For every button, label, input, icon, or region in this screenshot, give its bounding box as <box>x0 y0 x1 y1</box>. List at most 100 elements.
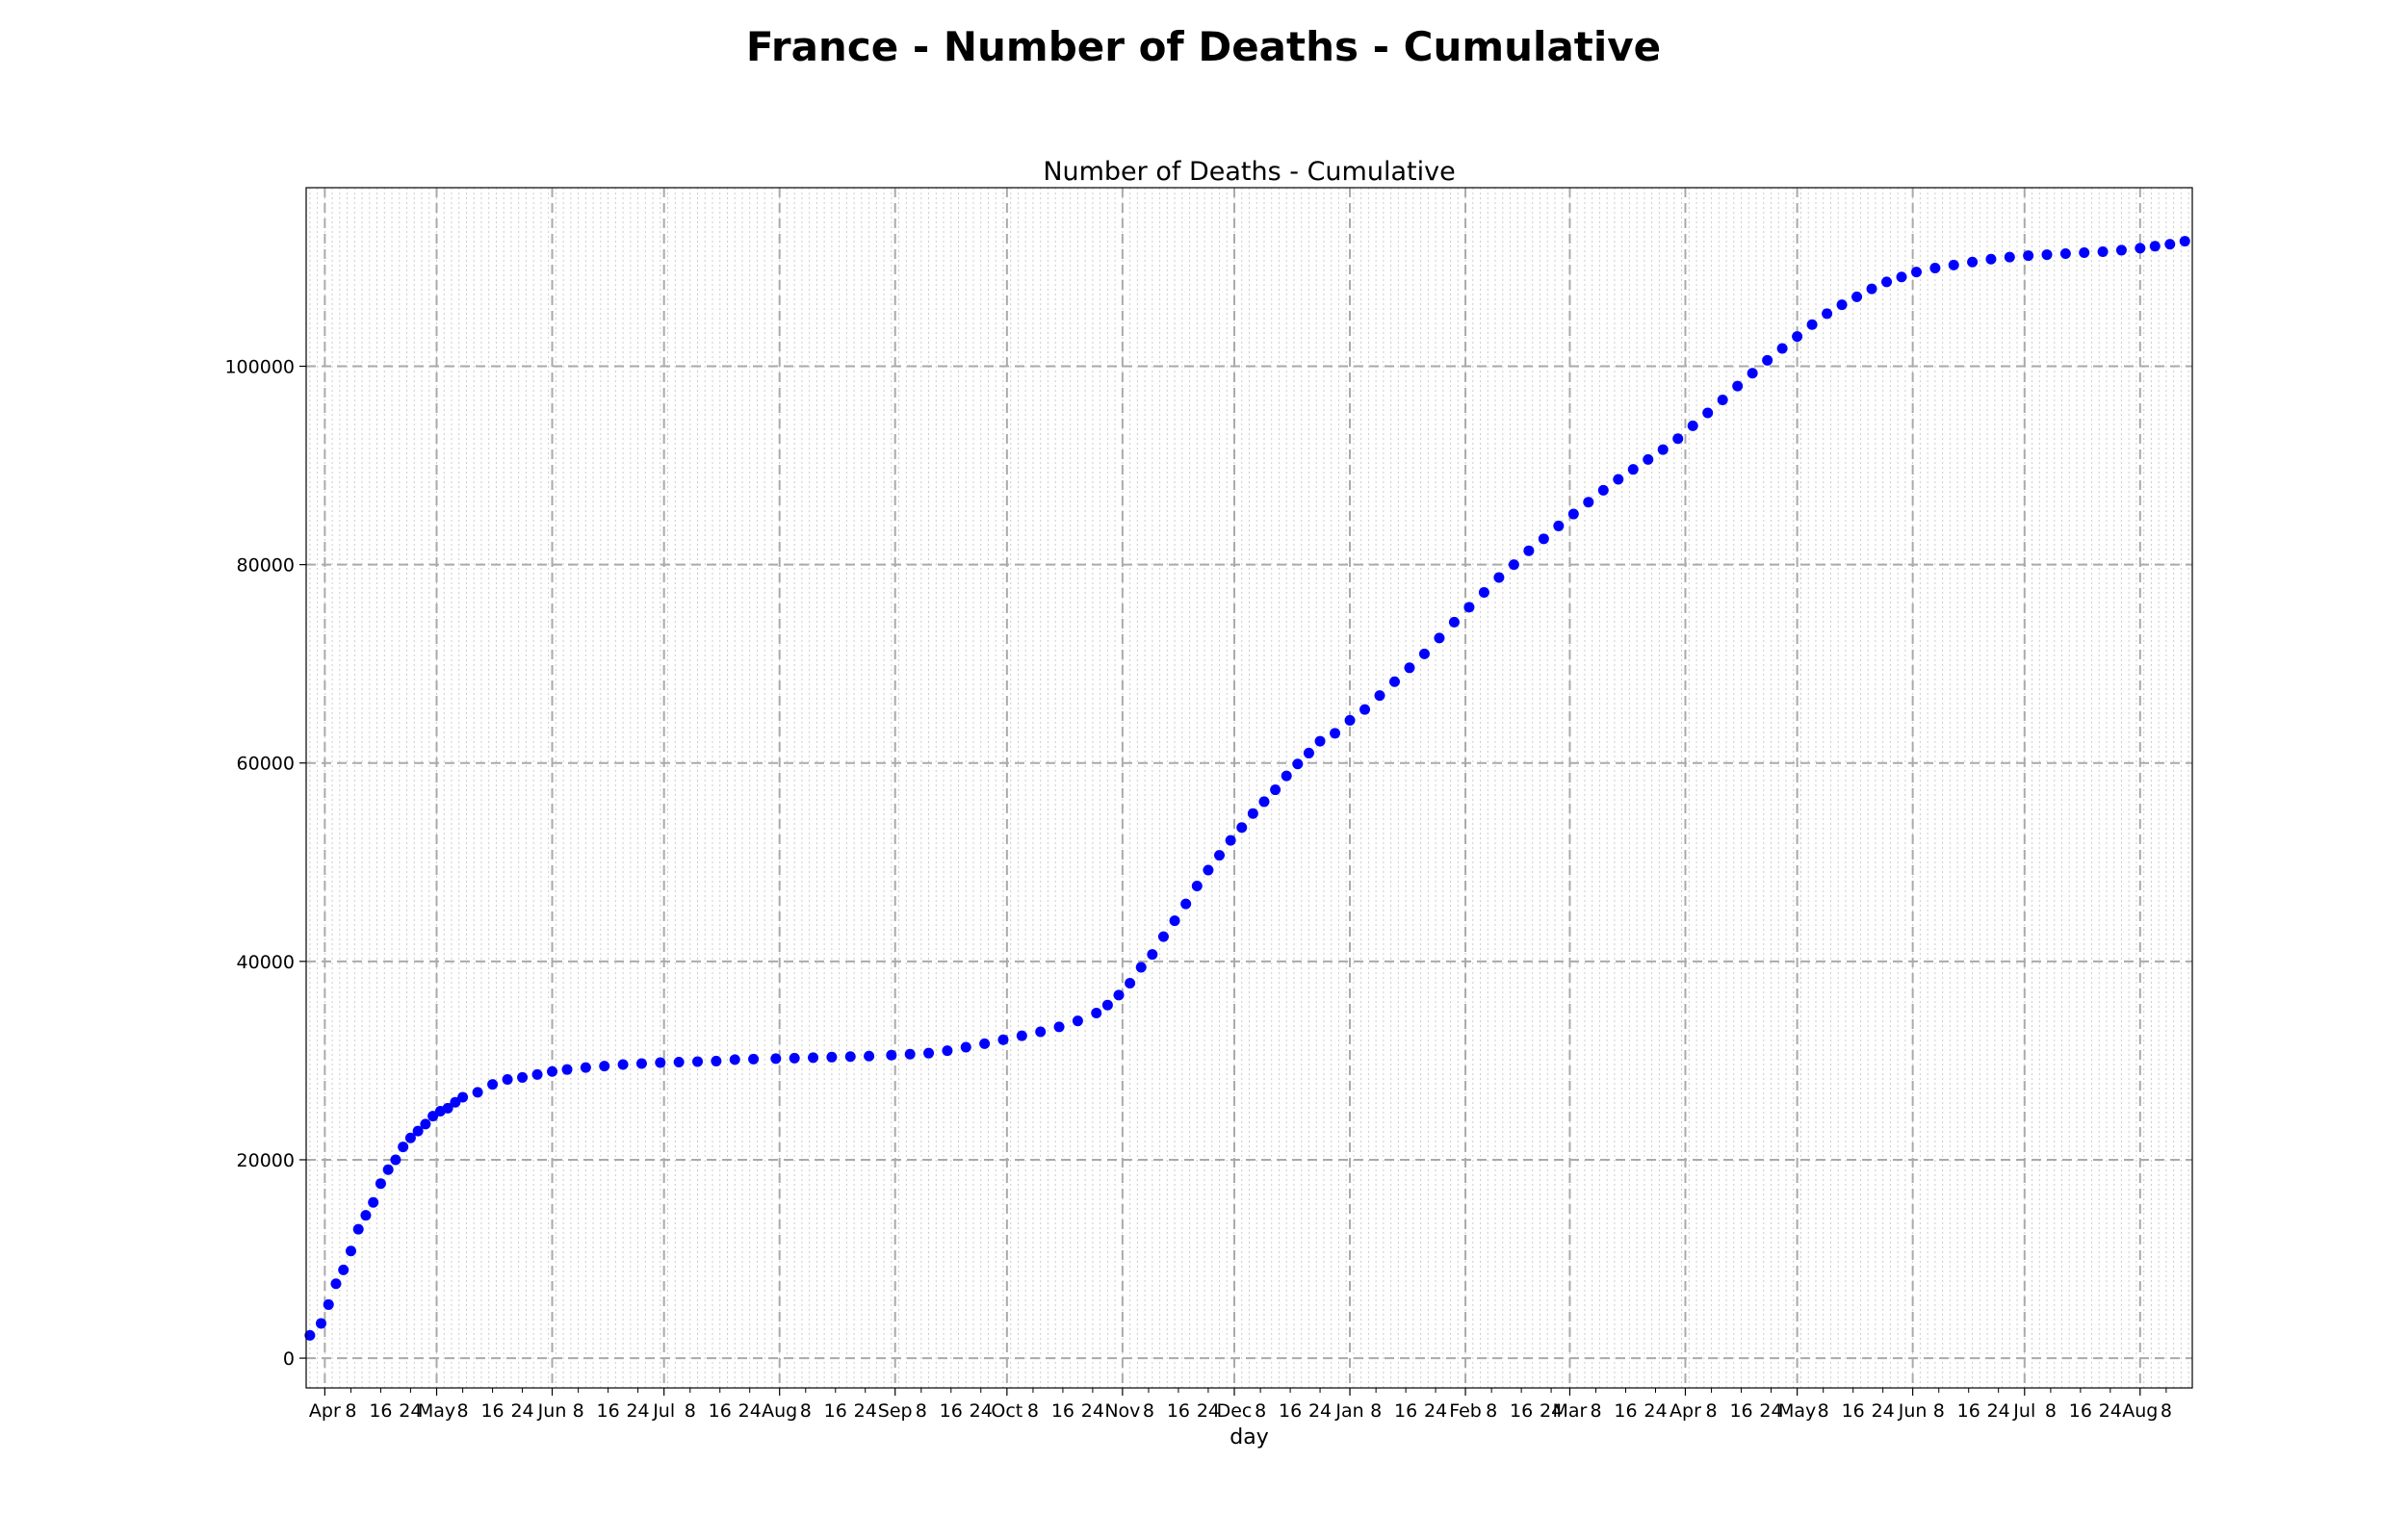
data-point <box>368 1196 379 1208</box>
data-point <box>1567 508 1579 520</box>
data-point <box>1806 319 1818 330</box>
data-point <box>1180 898 1192 910</box>
x-tick-label: Jan <box>1334 1400 1363 1422</box>
x-minor-tick-label: 24 <box>738 1400 762 1422</box>
x-tick-label: Apr <box>309 1400 341 1422</box>
data-point <box>1597 484 1609 496</box>
x-minor-tick-label: 24 <box>1643 1400 1667 1422</box>
data-point <box>1157 931 1169 942</box>
data-point <box>904 1048 916 1060</box>
data-point <box>1125 978 1136 989</box>
x-minor-tick-label: 16 <box>1614 1400 1637 1422</box>
minor-gridlines <box>309 188 2189 1388</box>
data-point <box>1523 545 1535 556</box>
data-point <box>412 1125 424 1137</box>
data-point <box>2115 244 2127 256</box>
figure-title: France - Number of Deaths - Cumulative <box>745 23 1662 70</box>
x-minor-tick-label: 24 <box>970 1400 993 1422</box>
data-point <box>561 1064 573 1075</box>
x-minor-tick-label: 24 <box>1987 1400 2010 1422</box>
data-point <box>1191 881 1203 892</box>
data-point <box>360 1210 372 1221</box>
data-point <box>1091 1007 1102 1018</box>
x-minor-tick-label: 16 <box>1842 1400 1865 1422</box>
data-point <box>886 1049 897 1061</box>
x-minor-tick-label: 8 <box>685 1400 696 1422</box>
data-point <box>1702 407 1714 419</box>
data-point <box>2164 239 2176 250</box>
x-minor-tick-label: 8 <box>1933 1400 1945 1422</box>
x-minor-tick-label: 8 <box>1818 1400 1829 1422</box>
data-point <box>2149 241 2161 252</box>
x-minor-tick-label: 24 <box>1540 1400 1563 1422</box>
data-point <box>330 1278 342 1290</box>
x-tick-label: Jun <box>1898 1400 1928 1422</box>
x-minor-tick-label: 16 <box>1167 1400 1190 1422</box>
data-point <box>1359 704 1371 715</box>
data-point <box>1072 1015 1083 1027</box>
data-point <box>770 1053 782 1065</box>
data-point <box>1613 474 1624 485</box>
x-minor-tick-label: 24 <box>1197 1400 1220 1422</box>
data-point <box>673 1056 685 1067</box>
x-tick-label: Dec <box>1217 1400 1253 1422</box>
data-point <box>2179 236 2190 247</box>
data-point <box>442 1102 453 1114</box>
x-minor-tick-label: 16 <box>597 1400 620 1422</box>
data-point <box>352 1223 364 1235</box>
data-point <box>599 1061 610 1072</box>
data-point <box>1896 271 1907 283</box>
data-point <box>1330 728 1341 739</box>
x-minor-tick-label: 8 <box>1143 1400 1154 1422</box>
x-tick-label: Nov <box>1104 1400 1140 1422</box>
x-minor-tick-label: 16 <box>824 1400 847 1422</box>
data-point <box>1135 962 1147 973</box>
x-minor-tick-label: 16 <box>1051 1400 1074 1422</box>
data-point <box>315 1318 326 1329</box>
data-point <box>1101 999 1113 1011</box>
plot-frame <box>305 187 2193 1389</box>
data-point <box>789 1052 800 1064</box>
data-point <box>1314 735 1326 747</box>
data-point <box>457 1091 469 1103</box>
x-minor-tick-label: 16 <box>709 1400 732 1422</box>
data-point <box>1553 520 1565 531</box>
y-tick-label: 60000 <box>237 754 295 775</box>
data-point <box>427 1111 439 1122</box>
data-point <box>1053 1021 1065 1033</box>
data-point <box>580 1062 591 1073</box>
y-tick-label: 40000 <box>237 952 295 973</box>
data-point <box>2135 243 2146 254</box>
x-minor-tick-label: 16 <box>1957 1400 1980 1422</box>
data-point <box>2097 245 2109 257</box>
x-tick-label: May <box>1778 1400 1816 1422</box>
y-tick-label: 100000 <box>224 357 295 378</box>
data-point <box>1281 770 1292 782</box>
x-minor-tick-label: 24 <box>1081 1400 1104 1422</box>
data-point <box>1657 444 1669 455</box>
data-point <box>1866 283 1877 295</box>
data-point <box>1247 808 1258 819</box>
x-minor-tick-label: 24 <box>854 1400 877 1422</box>
x-minor-tick-label: 8 <box>1591 1400 1602 1422</box>
data-point <box>547 1065 558 1077</box>
data-point <box>1672 433 1684 445</box>
x-minor-tick-label: 8 <box>800 1400 812 1422</box>
x-minor-tick-label: 16 <box>940 1400 963 1422</box>
x-minor-tick-label: 8 <box>345 1400 356 1422</box>
data-point <box>1792 331 1803 343</box>
x-tick-label: Mar <box>1553 1400 1588 1422</box>
x-minor-tick-label: 8 <box>1370 1400 1382 1422</box>
x-minor-tick-label: 8 <box>1027 1400 1039 1422</box>
data-point <box>1508 559 1519 571</box>
x-minor-tick-label: 24 <box>510 1400 533 1422</box>
data-point <box>635 1058 647 1069</box>
data-point <box>1687 420 1698 431</box>
x-minor-tick-label: 8 <box>573 1400 584 1422</box>
data-point <box>1985 253 1997 265</box>
data-point <box>2023 250 2034 262</box>
x-minor-tick-label: 24 <box>1872 1400 1895 1422</box>
data-point <box>1388 676 1400 687</box>
data-point <box>398 1142 409 1153</box>
